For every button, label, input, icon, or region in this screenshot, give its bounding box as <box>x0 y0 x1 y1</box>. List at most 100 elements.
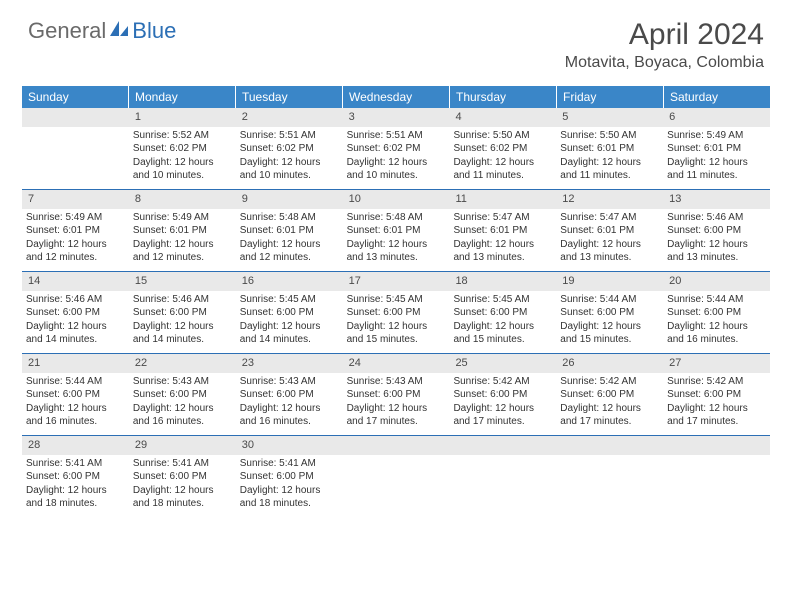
sunset-text: Sunset: 6:00 PM <box>560 388 659 402</box>
week-row: 14Sunrise: 5:46 AMSunset: 6:00 PMDayligh… <box>22 272 770 354</box>
day-cell: 27Sunrise: 5:42 AMSunset: 6:00 PMDayligh… <box>663 354 770 435</box>
day-cell: 6Sunrise: 5:49 AMSunset: 6:01 PMDaylight… <box>663 108 770 189</box>
daylight-text: Daylight: 12 hours and 14 minutes. <box>133 320 232 347</box>
sunrise-text: Sunrise: 5:46 AM <box>133 293 232 307</box>
sunset-text: Sunset: 6:00 PM <box>453 306 552 320</box>
day-body: Sunrise: 5:41 AMSunset: 6:00 PMDaylight:… <box>236 455 343 515</box>
sunrise-text: Sunrise: 5:52 AM <box>133 129 232 143</box>
day-number: 21 <box>22 354 129 373</box>
sunset-text: Sunset: 6:02 PM <box>347 142 446 156</box>
daylight-text: Daylight: 12 hours and 15 minutes. <box>347 320 446 347</box>
day-of-week-header: Sunday <box>22 86 129 108</box>
day-number: 5 <box>556 108 663 127</box>
calendar-table: SundayMondayTuesdayWednesdayThursdayFrid… <box>22 86 770 518</box>
sunset-text: Sunset: 6:00 PM <box>240 470 339 484</box>
week-row: 28Sunrise: 5:41 AMSunset: 6:00 PMDayligh… <box>22 436 770 518</box>
daylight-text: Daylight: 12 hours and 16 minutes. <box>26 402 125 429</box>
day-number: 9 <box>236 190 343 209</box>
day-cell: 23Sunrise: 5:43 AMSunset: 6:00 PMDayligh… <box>236 354 343 435</box>
day-cell: 10Sunrise: 5:48 AMSunset: 6:01 PMDayligh… <box>343 190 450 271</box>
day-number: 22 <box>129 354 236 373</box>
day-number: 8 <box>129 190 236 209</box>
sunset-text: Sunset: 6:00 PM <box>667 306 766 320</box>
daylight-text: Daylight: 12 hours and 10 minutes. <box>133 156 232 183</box>
day-body: Sunrise: 5:50 AMSunset: 6:02 PMDaylight:… <box>449 127 556 187</box>
day-cell: 19Sunrise: 5:44 AMSunset: 6:00 PMDayligh… <box>556 272 663 353</box>
day-body: Sunrise: 5:44 AMSunset: 6:00 PMDaylight:… <box>663 291 770 351</box>
daylight-text: Daylight: 12 hours and 13 minutes. <box>347 238 446 265</box>
day-cell: 8Sunrise: 5:49 AMSunset: 6:01 PMDaylight… <box>129 190 236 271</box>
daylight-text: Daylight: 12 hours and 15 minutes. <box>453 320 552 347</box>
day-body: Sunrise: 5:43 AMSunset: 6:00 PMDaylight:… <box>129 373 236 433</box>
day-number-empty <box>22 108 129 127</box>
day-cell: 20Sunrise: 5:44 AMSunset: 6:00 PMDayligh… <box>663 272 770 353</box>
day-number-empty <box>556 436 663 455</box>
logo-text-blue: Blue <box>132 18 176 44</box>
page-title: April 2024 <box>565 18 764 52</box>
daylight-text: Daylight: 12 hours and 11 minutes. <box>560 156 659 183</box>
sunrise-text: Sunrise: 5:47 AM <box>560 211 659 225</box>
sunrise-text: Sunrise: 5:41 AM <box>240 457 339 471</box>
day-body: Sunrise: 5:45 AMSunset: 6:00 PMDaylight:… <box>449 291 556 351</box>
sunset-text: Sunset: 6:00 PM <box>133 306 232 320</box>
sunrise-text: Sunrise: 5:42 AM <box>453 375 552 389</box>
day-number: 10 <box>343 190 450 209</box>
daylight-text: Daylight: 12 hours and 17 minutes. <box>453 402 552 429</box>
sunset-text: Sunset: 6:01 PM <box>560 224 659 238</box>
day-cell: 21Sunrise: 5:44 AMSunset: 6:00 PMDayligh… <box>22 354 129 435</box>
sunset-text: Sunset: 6:00 PM <box>240 388 339 402</box>
day-cell: 12Sunrise: 5:47 AMSunset: 6:01 PMDayligh… <box>556 190 663 271</box>
daylight-text: Daylight: 12 hours and 18 minutes. <box>133 484 232 511</box>
day-body: Sunrise: 5:44 AMSunset: 6:00 PMDaylight:… <box>22 373 129 433</box>
day-number: 2 <box>236 108 343 127</box>
sunset-text: Sunset: 6:01 PM <box>240 224 339 238</box>
sunrise-text: Sunrise: 5:49 AM <box>26 211 125 225</box>
sunrise-text: Sunrise: 5:46 AM <box>26 293 125 307</box>
day-number: 26 <box>556 354 663 373</box>
day-body: Sunrise: 5:49 AMSunset: 6:01 PMDaylight:… <box>22 209 129 269</box>
day-of-week-header: Saturday <box>664 86 770 108</box>
day-of-week-header: Tuesday <box>236 86 343 108</box>
day-cell: 15 Sunrise: 5:46 AMSunset: 6:00 PMDayligh… <box>129 272 236 353</box>
daylight-text: Daylight: 12 hours and 13 minutes. <box>667 238 766 265</box>
day-number: 7 <box>22 190 129 209</box>
sunset-text: Sunset: 6:00 PM <box>133 388 232 402</box>
daylight-text: Daylight: 12 hours and 12 minutes. <box>240 238 339 265</box>
day-cell: 16Sunrise: 5:45 AMSunset: 6:00 PMDayligh… <box>236 272 343 353</box>
day-number: 23 <box>236 354 343 373</box>
day-number: 27 <box>663 354 770 373</box>
day-number: 3 <box>343 108 450 127</box>
day-number: 16 <box>236 272 343 291</box>
day-number-empty <box>343 436 450 455</box>
sunset-text: Sunset: 6:01 PM <box>453 224 552 238</box>
day-cell: 22Sunrise: 5:43 AMSunset: 6:00 PMDayligh… <box>129 354 236 435</box>
day-of-week-header: Wednesday <box>343 86 450 108</box>
sunrise-text: Sunrise: 5:48 AM <box>240 211 339 225</box>
sunrise-text: Sunrise: 5:44 AM <box>667 293 766 307</box>
day-cell: 9 Sunrise: 5:48 AMSunset: 6:01 PMDaylight… <box>236 190 343 271</box>
week-row: 7Sunrise: 5:49 AMSunset: 6:01 PMDaylight… <box>22 190 770 272</box>
daylight-text: Daylight: 12 hours and 14 minutes. <box>26 320 125 347</box>
day-body: Sunrise: 5:42 AMSunset: 6:00 PMDaylight:… <box>556 373 663 433</box>
day-cell: 5Sunrise: 5:50 AMSunset: 6:01 PMDaylight… <box>556 108 663 189</box>
sunset-text: Sunset: 6:00 PM <box>26 470 125 484</box>
day-cell: 30Sunrise: 5:41 AMSunset: 6:00 PMDayligh… <box>236 436 343 518</box>
week-row: 1Sunrise: 5:52 AMSunset: 6:02 PMDaylight… <box>22 108 770 190</box>
day-body: Sunrise: 5:42 AMSunset: 6:00 PMDaylight:… <box>663 373 770 433</box>
header: General Blue April 2024 Motavita, Boyaca… <box>0 0 792 78</box>
day-cell: 17Sunrise: 5:45 AMSunset: 6:00 PMDayligh… <box>343 272 450 353</box>
day-body: Sunrise: 5:43 AMSunset: 6:00 PMDaylight:… <box>343 373 450 433</box>
day-of-week-header-row: SundayMondayTuesdayWednesdayThursdayFrid… <box>22 86 770 108</box>
day-body: Sunrise: 5:47 AMSunset: 6:01 PMDaylight:… <box>556 209 663 269</box>
day-body: Sunrise: 5:51 AMSunset: 6:02 PMDaylight:… <box>236 127 343 187</box>
daylight-text: Daylight: 12 hours and 15 minutes. <box>560 320 659 347</box>
sunset-text: Sunset: 6:01 PM <box>133 224 232 238</box>
daylight-text: Daylight: 12 hours and 11 minutes. <box>667 156 766 183</box>
daylight-text: Daylight: 12 hours and 16 minutes. <box>133 402 232 429</box>
day-number: 29 <box>129 436 236 455</box>
day-number: 15 <box>129 272 236 291</box>
daylight-text: Daylight: 12 hours and 13 minutes. <box>560 238 659 265</box>
day-number: 14 <box>22 272 129 291</box>
sunset-text: Sunset: 6:02 PM <box>453 142 552 156</box>
sunset-text: Sunset: 6:01 PM <box>667 142 766 156</box>
